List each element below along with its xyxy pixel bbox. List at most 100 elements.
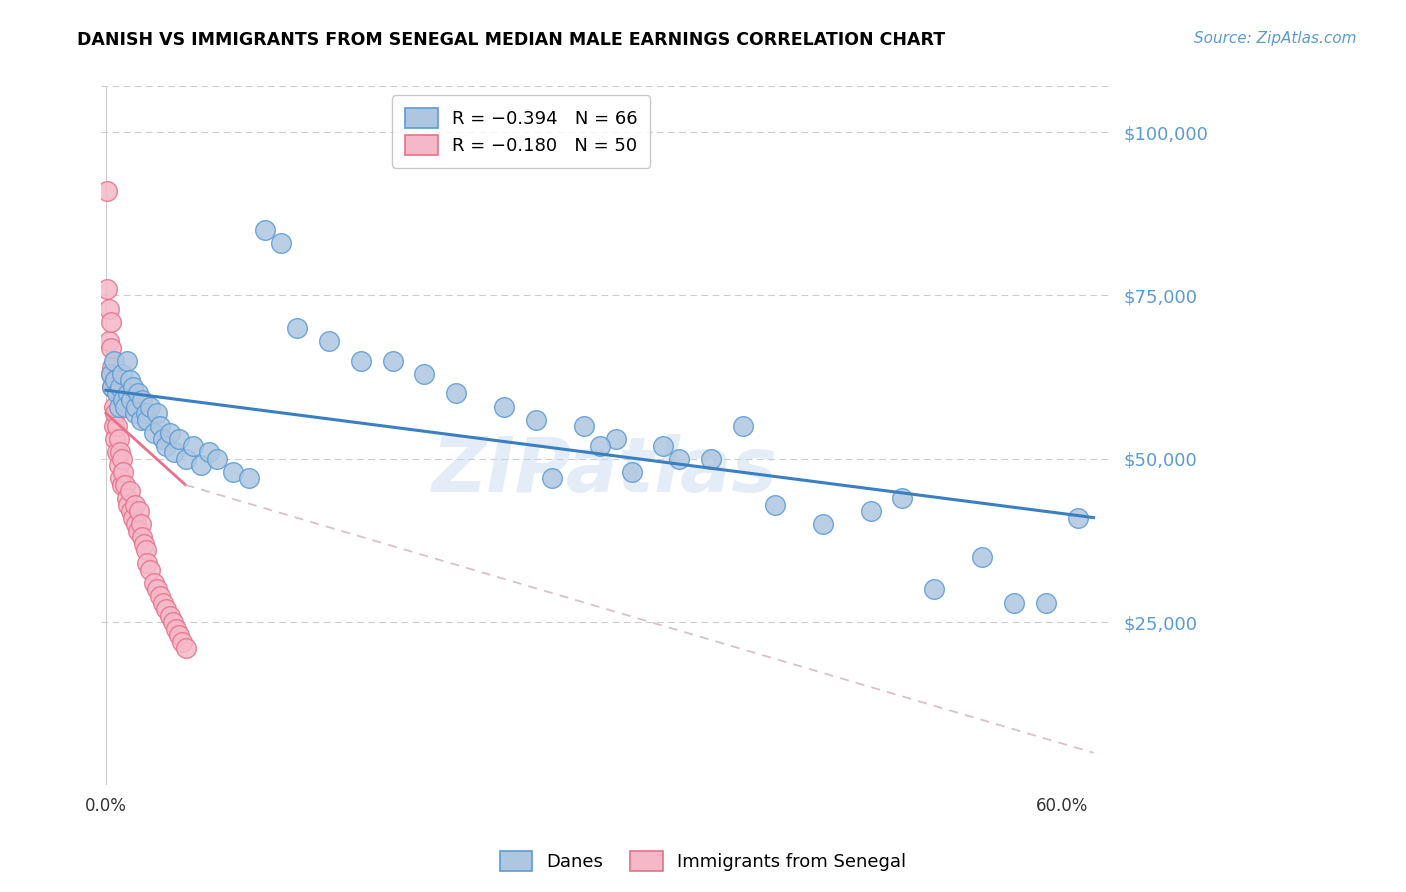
Point bbox=[620, 465, 643, 479]
Point bbox=[572, 419, 595, 434]
Point bbox=[129, 517, 152, 532]
Point bbox=[120, 504, 142, 518]
Point bbox=[103, 419, 125, 434]
Point bbox=[541, 471, 564, 485]
Point bbox=[108, 380, 131, 394]
Point bbox=[190, 458, 212, 473]
Point bbox=[159, 608, 181, 623]
Point bbox=[124, 498, 146, 512]
Point bbox=[174, 451, 197, 466]
Point bbox=[111, 367, 134, 381]
Point bbox=[731, 419, 754, 434]
Point bbox=[135, 406, 157, 420]
Point bbox=[122, 510, 145, 524]
Point bbox=[100, 315, 122, 329]
Point bbox=[162, 615, 184, 629]
Point bbox=[136, 412, 159, 426]
Point bbox=[139, 400, 162, 414]
Point bbox=[149, 589, 172, 603]
Point bbox=[163, 445, 186, 459]
Point bbox=[238, 471, 260, 485]
Point bbox=[155, 439, 177, 453]
Point bbox=[285, 321, 308, 335]
Point bbox=[970, 549, 993, 564]
Point bbox=[107, 400, 129, 414]
Point bbox=[922, 582, 945, 597]
Point bbox=[125, 517, 148, 532]
Point bbox=[152, 595, 174, 609]
Point bbox=[524, 412, 547, 426]
Point bbox=[117, 386, 139, 401]
Point bbox=[1066, 510, 1088, 524]
Point bbox=[105, 419, 128, 434]
Point bbox=[494, 400, 516, 414]
Legend: Danes, Immigrants from Senegal: Danes, Immigrants from Senegal bbox=[492, 844, 914, 879]
Point bbox=[668, 451, 690, 466]
Point bbox=[605, 432, 627, 446]
Point bbox=[413, 367, 436, 381]
Point bbox=[167, 432, 190, 446]
Text: DANISH VS IMMIGRANTS FROM SENEGAL MEDIAN MALE EARNINGS CORRELATION CHART: DANISH VS IMMIGRANTS FROM SENEGAL MEDIAN… bbox=[77, 31, 945, 49]
Point bbox=[811, 517, 834, 532]
Point bbox=[152, 432, 174, 446]
Point bbox=[104, 373, 127, 387]
Point bbox=[111, 451, 134, 466]
Point bbox=[98, 301, 121, 316]
Point bbox=[129, 412, 152, 426]
Point bbox=[891, 491, 914, 505]
Point bbox=[446, 386, 468, 401]
Point bbox=[254, 223, 277, 237]
Point bbox=[128, 504, 150, 518]
Point bbox=[112, 465, 135, 479]
Point bbox=[381, 353, 404, 368]
Point bbox=[96, 282, 118, 296]
Point bbox=[1002, 595, 1025, 609]
Point bbox=[100, 367, 122, 381]
Point bbox=[270, 236, 292, 251]
Point bbox=[142, 575, 165, 590]
Point bbox=[135, 543, 157, 558]
Point bbox=[100, 367, 122, 381]
Point bbox=[318, 334, 340, 348]
Point bbox=[350, 353, 373, 368]
Point bbox=[198, 445, 221, 459]
Point bbox=[96, 184, 118, 198]
Point bbox=[136, 557, 159, 571]
Point bbox=[107, 458, 129, 473]
Point bbox=[114, 400, 136, 414]
Point bbox=[104, 432, 127, 446]
Point bbox=[124, 406, 146, 420]
Point bbox=[120, 392, 142, 407]
Point bbox=[131, 392, 153, 407]
Point bbox=[183, 439, 205, 453]
Point bbox=[700, 451, 723, 466]
Point bbox=[112, 392, 135, 407]
Legend: R = −0.394   N = 66, R = −0.180   N = 50: R = −0.394 N = 66, R = −0.180 N = 50 bbox=[392, 95, 651, 168]
Point bbox=[111, 478, 134, 492]
Point bbox=[1035, 595, 1057, 609]
Point bbox=[165, 622, 187, 636]
Point bbox=[127, 386, 149, 401]
Point bbox=[107, 432, 129, 446]
Point bbox=[127, 524, 149, 538]
Point bbox=[131, 530, 153, 544]
Point bbox=[763, 498, 786, 512]
Point bbox=[589, 439, 612, 453]
Point bbox=[207, 451, 229, 466]
Point bbox=[104, 406, 127, 420]
Point bbox=[146, 582, 169, 597]
Point bbox=[105, 386, 128, 401]
Point bbox=[108, 445, 131, 459]
Point bbox=[122, 380, 145, 394]
Point bbox=[167, 628, 190, 642]
Point bbox=[118, 373, 141, 387]
Point bbox=[142, 425, 165, 440]
Point bbox=[115, 491, 138, 505]
Point bbox=[859, 504, 882, 518]
Point bbox=[117, 498, 139, 512]
Point bbox=[118, 484, 141, 499]
Point bbox=[103, 373, 125, 387]
Point bbox=[222, 465, 245, 479]
Point bbox=[174, 641, 197, 656]
Text: ZIPatlas: ZIPatlas bbox=[432, 434, 779, 508]
